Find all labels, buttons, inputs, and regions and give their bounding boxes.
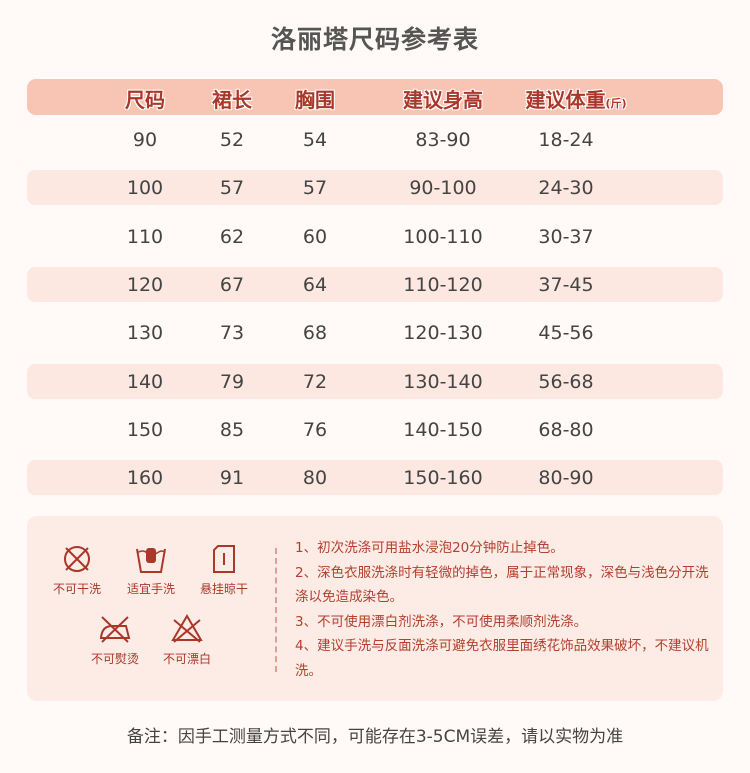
care-note: 2、深色衣服洗涤时有轻微的掉色，属于正常现象，深色与浅色分开洗涤以免造成染色。 — [295, 564, 709, 606]
no-dry-clean-icon — [63, 546, 90, 572]
table-cell: 24-30 — [538, 177, 594, 200]
table-cell: 120 — [126, 273, 164, 296]
care-label: 不可干洗 — [52, 582, 102, 596]
table-cell: 110-120 — [403, 273, 483, 296]
weight-unit: (斤) — [605, 97, 627, 110]
care-item: 悬挂晾干 — [200, 544, 248, 597]
table-cell: 60 — [302, 225, 328, 248]
table-cell: 54 — [302, 129, 328, 151]
table-row: 90 52 54 83-90 18-24 — [27, 122, 723, 157]
table-cell: 67 — [219, 273, 245, 296]
table-cell: 90-100 — [409, 177, 477, 200]
table-header: 尺码 裙长 胸围 建议身高 建议体重(斤) — [27, 79, 723, 115]
table-cell: 85 — [219, 418, 245, 441]
table-cell: 64 — [302, 273, 328, 296]
table-row: 150 85 76 140-150 68-80 — [27, 412, 723, 447]
table-cell: 130-140 — [403, 370, 483, 393]
table-cell: 91 — [219, 467, 245, 490]
care-item: 不可干洗 — [53, 544, 101, 597]
table-cell: 52 — [219, 129, 245, 151]
table-cell: 83-90 — [415, 129, 471, 151]
table-cell: 45-56 — [538, 322, 594, 345]
header-weight: 建议体重(斤) — [525, 84, 626, 113]
care-note: 4、建议手洗与反面洗涤可避免衣服里面绣花饰品效果破坏，不建议机洗。 — [295, 638, 709, 679]
header-height: 建议身高 — [403, 88, 483, 112]
table-cell: 56-68 — [538, 370, 594, 393]
care-label: 悬挂晾干 — [199, 582, 249, 596]
table-cell: 80-90 — [538, 467, 594, 490]
care-label: 不可漂白 — [162, 652, 212, 666]
table-cell: 72 — [302, 370, 328, 393]
care-item: 不可熨烫 — [91, 614, 139, 667]
table-cell: 100-110 — [403, 225, 483, 248]
care-notes: 1、初次洗涤可用盐水浸泡20分钟防止掉色。 2、深色衣服洗涤时有轻微的掉色，属于… — [295, 536, 715, 683]
table-cell: 160 — [126, 467, 164, 490]
table-cell: 79 — [219, 370, 245, 393]
table-cell: 150 — [126, 418, 164, 441]
hang-dry-icon — [212, 545, 235, 573]
table-cell: 30-37 — [538, 225, 594, 248]
table-row: 140 79 72 130-140 56-68 — [27, 363, 723, 399]
table-cell: 100 — [126, 177, 164, 200]
table-cell: 140 — [126, 370, 164, 393]
table-row: 160 91 80 150-160 80-90 — [27, 460, 723, 496]
table-cell: 120-130 — [403, 322, 483, 345]
table-cell: 130 — [126, 322, 164, 345]
table-cell: 110 — [126, 225, 164, 248]
table-cell: 140-150 — [403, 418, 483, 441]
table-cell: 68 — [302, 322, 328, 345]
table-cell: 76 — [302, 418, 328, 441]
no-bleach-icon — [171, 614, 203, 643]
table-row: 100 57 57 90-100 24-30 — [27, 170, 723, 206]
table-cell: 37-45 — [538, 273, 594, 296]
table-cell: 80 — [302, 467, 328, 490]
table-cell: 90 — [132, 129, 158, 151]
care-note: 3、不可使用漂白剂洗涤，不可使用柔顺剂洗涤。 — [295, 613, 588, 630]
table-cell: 150-160 — [403, 467, 483, 490]
table-cell: 73 — [219, 322, 245, 345]
table-row: 130 73 68 120-130 45-56 — [27, 315, 723, 350]
care-panel: 不可干洗 适宜手洗 悬挂晾干 不可熨烫 不可漂白 1、初次洗涤可用盐水浸泡20分… — [27, 516, 723, 701]
care-label: 适宜手洗 — [126, 582, 176, 596]
divider — [275, 548, 277, 672]
care-note: 1、初次洗涤可用盐水浸泡20分钟防止掉色。 — [295, 540, 564, 556]
no-iron-icon — [99, 616, 131, 643]
header-length: 裙长 — [212, 88, 252, 112]
table-cell: 18-24 — [538, 129, 594, 151]
table-cell: 62 — [219, 225, 245, 248]
hand-wash-icon — [136, 548, 166, 573]
header-size: 尺码 — [125, 88, 165, 112]
page-title: 洛丽塔尺码参考表 — [270, 25, 479, 54]
footer-note: 备注：因手工测量方式不同，可能存在3-5CM误差，请以实物为准 — [126, 727, 624, 747]
table-cell: 57 — [302, 177, 328, 200]
header-weight-label: 建议体重 — [525, 88, 606, 112]
table-row: 120 67 64 110-120 37-45 — [27, 266, 723, 302]
table-cell: 57 — [219, 177, 245, 200]
header-bust: 胸围 — [295, 88, 335, 112]
care-item: 适宜手洗 — [127, 544, 175, 597]
care-item: 不可漂白 — [163, 614, 211, 667]
table-row: 110 62 60 100-110 30-37 — [27, 219, 723, 254]
care-label: 不可熨烫 — [90, 652, 140, 666]
table-cell: 68-80 — [538, 418, 594, 441]
